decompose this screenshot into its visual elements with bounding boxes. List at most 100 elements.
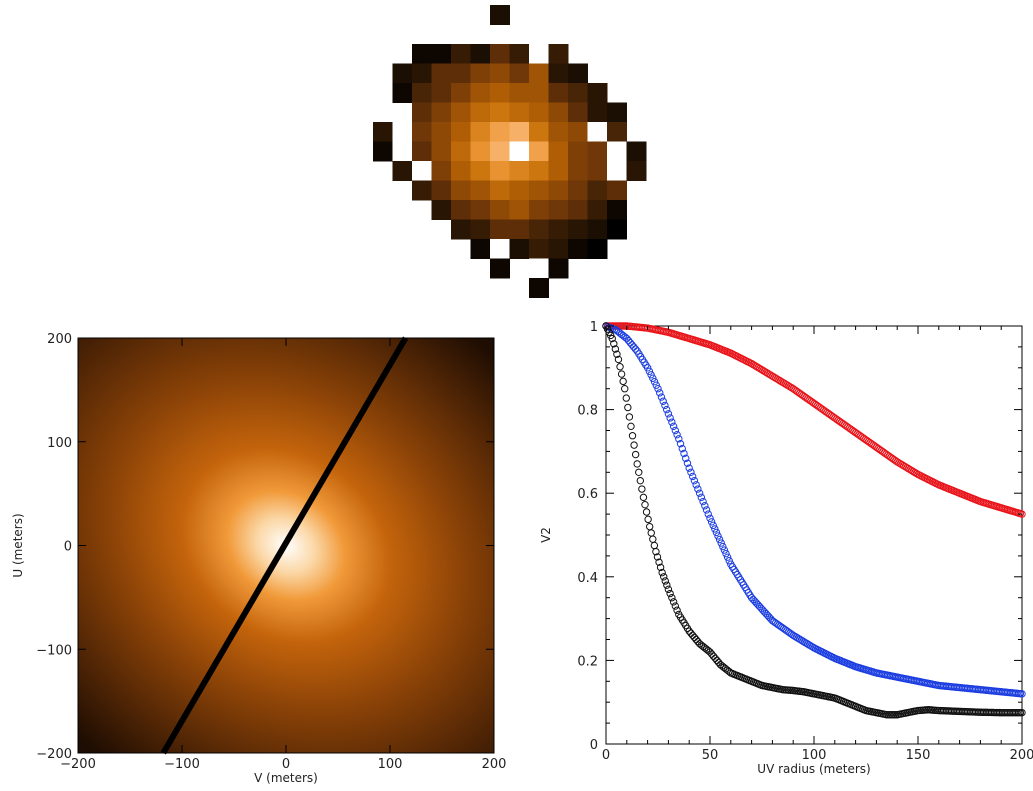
image-pixel bbox=[607, 102, 627, 123]
image-pixel bbox=[412, 83, 432, 103]
image-pixel bbox=[568, 239, 588, 259]
image-pixel bbox=[529, 44, 549, 64]
image-pixel bbox=[412, 122, 432, 142]
image-pixel bbox=[451, 83, 471, 103]
data-point bbox=[658, 568, 666, 577]
image-pixel bbox=[587, 102, 608, 123]
data-point bbox=[685, 464, 693, 472]
image-pixel bbox=[470, 161, 491, 181]
uv-plane-panel: −200 −100 0 100 200 −200 −100 0 100 200 V (meter… bbox=[11, 332, 506, 785]
image-pixel bbox=[548, 180, 569, 201]
data-point bbox=[664, 410, 673, 418]
data-point bbox=[661, 577, 669, 585]
image-pixel bbox=[548, 44, 569, 64]
data-point bbox=[650, 378, 659, 386]
image-pixel bbox=[568, 200, 588, 220]
image-pixel bbox=[529, 63, 549, 84]
data-point bbox=[641, 500, 649, 509]
data-point bbox=[608, 334, 616, 343]
uv-y-tick-label: −100 bbox=[36, 643, 72, 658]
data-point bbox=[683, 459, 692, 467]
image-pixel bbox=[548, 200, 569, 220]
data-point bbox=[711, 525, 719, 533]
image-pixel bbox=[587, 200, 608, 220]
image-pixel bbox=[607, 219, 627, 240]
image-pixel bbox=[470, 102, 491, 123]
image-pixel bbox=[451, 102, 471, 123]
image-pixel bbox=[509, 141, 530, 162]
uv-y-axis: −200 −100 0 100 200 bbox=[36, 332, 494, 762]
image-pixel bbox=[431, 44, 452, 64]
image-pixel bbox=[470, 200, 491, 220]
v2-y-tick-label: 1 bbox=[590, 320, 598, 335]
image-pixel bbox=[431, 200, 452, 220]
data-point bbox=[638, 485, 646, 493]
uv-y-tick-label: 0 bbox=[64, 540, 72, 555]
image-pixel bbox=[568, 63, 588, 84]
data-point bbox=[643, 364, 652, 372]
image-pixel bbox=[431, 63, 452, 84]
image-pixel bbox=[568, 83, 588, 103]
image-pixel bbox=[568, 122, 588, 142]
image-pixel bbox=[490, 141, 510, 162]
data-point bbox=[706, 514, 714, 522]
data-point bbox=[625, 413, 634, 421]
image-pixel bbox=[529, 219, 549, 240]
image-pixel bbox=[626, 141, 647, 162]
pixel-image-panel bbox=[373, 5, 647, 298]
data-point bbox=[671, 602, 680, 610]
data-point bbox=[668, 418, 676, 426]
image-pixel bbox=[548, 102, 569, 123]
data-point bbox=[682, 454, 690, 463]
data-point bbox=[619, 377, 627, 386]
image-pixel bbox=[587, 122, 608, 142]
image-pixel bbox=[548, 63, 569, 84]
data-point bbox=[1018, 708, 1026, 717]
image-pixel bbox=[431, 161, 452, 181]
data-point bbox=[654, 385, 662, 393]
image-pixel bbox=[451, 44, 471, 64]
data-point bbox=[635, 468, 643, 476]
image-pixel bbox=[548, 83, 569, 103]
data-point bbox=[699, 497, 707, 506]
image-pixel bbox=[548, 219, 569, 240]
image-pixel bbox=[392, 83, 413, 103]
data-point bbox=[616, 363, 624, 371]
data-point bbox=[649, 374, 657, 382]
visibility-y-axis: 0 0.2 0.4 0.6 0.8 1 bbox=[577, 320, 1022, 753]
image-pixel bbox=[587, 219, 608, 240]
data-point bbox=[652, 381, 660, 389]
image-pixel bbox=[490, 180, 510, 201]
v2-x-tick-label: 100 bbox=[802, 748, 827, 763]
image-pixel bbox=[490, 239, 510, 259]
image-pixel bbox=[509, 122, 530, 142]
image-pixel bbox=[490, 122, 510, 142]
image-pixel bbox=[529, 141, 549, 162]
image-pixel bbox=[529, 239, 549, 259]
uv-x-tick-label: −200 bbox=[60, 757, 96, 772]
image-pixel bbox=[490, 258, 510, 279]
data-point bbox=[656, 563, 665, 572]
data-point bbox=[655, 558, 663, 566]
image-pixel bbox=[490, 5, 510, 25]
image-pixel bbox=[412, 63, 432, 84]
data-point bbox=[697, 493, 706, 502]
image-pixel bbox=[509, 63, 530, 84]
visibility-plot-panel: 0 50 100 150 200 0 0.2 0.4 0.6 0.8 1 UV radius (m… bbox=[539, 320, 1033, 776]
data-point bbox=[688, 472, 697, 481]
uv-y-tick-label: 100 bbox=[47, 436, 72, 451]
data-point bbox=[631, 450, 640, 459]
data-point bbox=[659, 397, 667, 405]
data-point bbox=[668, 594, 676, 602]
data-point bbox=[628, 432, 637, 440]
data-point bbox=[627, 422, 635, 431]
uv-x-axis: −200 −100 0 100 200 bbox=[60, 338, 506, 772]
image-pixel bbox=[490, 44, 510, 64]
image-pixel bbox=[529, 122, 549, 142]
image-pixel bbox=[509, 161, 530, 181]
data-point bbox=[611, 345, 620, 353]
image-pixel bbox=[412, 161, 432, 181]
image-pixel bbox=[431, 83, 452, 103]
uv-x-tick-label: 0 bbox=[282, 757, 290, 772]
data-point bbox=[678, 444, 686, 453]
